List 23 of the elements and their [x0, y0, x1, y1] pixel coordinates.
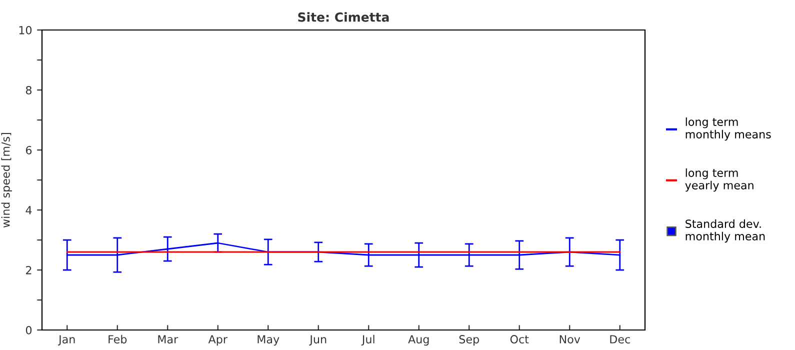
x-tick-label: Jan	[58, 335, 75, 346]
y-tick-label: 10	[19, 26, 32, 34]
legend-label: long term yearly mean	[685, 168, 754, 192]
y-tick-label: 8	[26, 86, 32, 94]
x-tick-label: Nov	[560, 335, 580, 344]
x-tick-label: Mar	[158, 335, 178, 344]
x-tick-label: Sep	[459, 335, 479, 346]
legend-label: long term monthly means	[686, 117, 771, 141]
y-tick-label: 6	[26, 146, 32, 154]
x-tick-label: Oct	[510, 335, 529, 344]
x-tick-label: Jul	[361, 334, 374, 346]
x-tick-label: Apr	[208, 335, 228, 346]
x-tick-label: Aug	[408, 335, 429, 346]
legend-label: Standard dev. monthly mean	[686, 219, 765, 243]
y-tick-label: 2	[26, 266, 32, 274]
y-axis-title: wind speed [m/s]	[1, 132, 12, 228]
chart-title: Site: Cimetta	[298, 12, 389, 22]
x-tick-label: Jun	[309, 335, 326, 346]
y-tick-label: 4	[26, 206, 32, 214]
y-tick-label: 0	[26, 326, 32, 334]
x-tick-label: Dec	[610, 335, 630, 344]
x-tick-label: May	[258, 335, 280, 346]
x-tick-label: Feb	[108, 334, 127, 344]
